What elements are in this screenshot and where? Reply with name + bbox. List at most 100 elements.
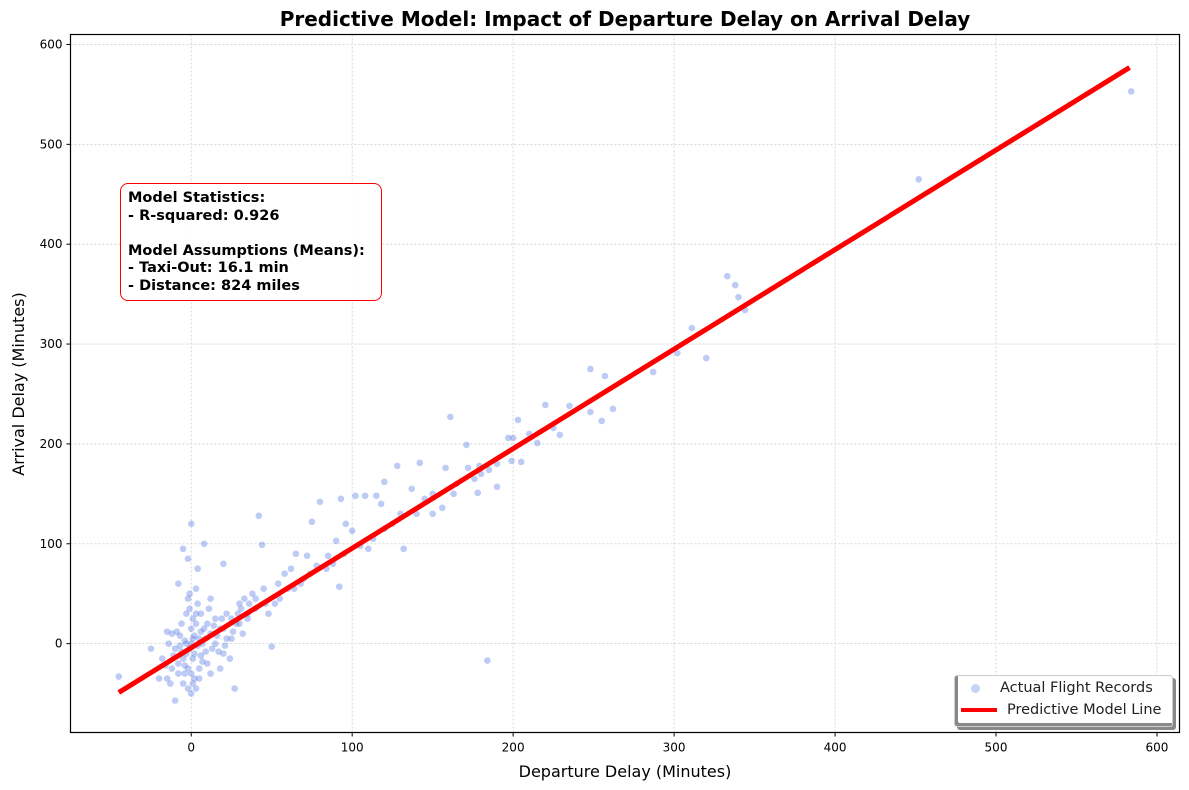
data-point [184, 685, 192, 692]
data-point [181, 662, 189, 669]
data-point [505, 434, 512, 442]
data-point [249, 590, 256, 597]
data-point [236, 600, 243, 607]
data-point [187, 670, 195, 677]
data-point [186, 590, 193, 597]
scatter-marker-icon [971, 683, 980, 693]
data-point [474, 489, 482, 497]
data-point [187, 690, 195, 697]
x-tick-label: 500 [985, 741, 1008, 755]
data-point [194, 600, 201, 607]
plot-frame [69, 33, 1181, 734]
data-point [191, 650, 198, 657]
data-point [155, 675, 163, 682]
data-point [191, 675, 198, 682]
y-tick-label: 600 [40, 37, 63, 51]
data-point [179, 655, 187, 662]
data-point [237, 605, 245, 612]
data-point [207, 670, 214, 677]
data-point [186, 605, 193, 612]
legend-label: Actual Flight Records [1000, 680, 1153, 696]
data-point [649, 368, 657, 376]
data-point [556, 431, 564, 439]
data-point [163, 675, 171, 682]
data-point [439, 504, 446, 512]
data-point [514, 416, 522, 424]
data-point [228, 635, 235, 642]
data-point [168, 665, 176, 672]
data-point [202, 648, 210, 655]
data-point [191, 632, 198, 639]
data-point [208, 645, 216, 652]
data-point [416, 459, 424, 467]
data-point [464, 464, 472, 472]
y-tick-label: 200 [40, 437, 63, 451]
data-point [485, 466, 493, 474]
data-point [1127, 88, 1135, 95]
data-point [195, 675, 203, 682]
data-point [176, 642, 184, 649]
chart-title: Predictive Model: Impact of Departure De… [280, 7, 971, 31]
stat-line: Model Assumptions (Means): [128, 242, 365, 259]
data-point [189, 635, 197, 642]
stat-line: - Distance: 824 miles [128, 277, 300, 294]
data-point [258, 541, 266, 549]
data-point [168, 630, 176, 637]
data-point [609, 405, 617, 413]
data-point [598, 417, 605, 425]
data-point [175, 670, 182, 677]
data-point [187, 625, 195, 632]
data-point [223, 610, 230, 617]
legend: Actual Flight Records Predictive Model L… [954, 675, 1173, 727]
data-point [688, 324, 696, 332]
x-tick-label: 0 [187, 741, 195, 755]
data-point [450, 490, 457, 498]
y-axis-label: Arrival Delay (Minutes) [9, 292, 28, 476]
data-point [361, 492, 369, 500]
data-point [241, 595, 248, 602]
data-point [236, 620, 243, 627]
x-tick-label: 400 [824, 741, 847, 755]
data-point [471, 475, 478, 483]
data-point [147, 645, 155, 652]
data-point [915, 175, 923, 183]
data-point [252, 595, 259, 602]
data-point [216, 665, 224, 672]
data-point [218, 615, 226, 622]
data-point [260, 585, 267, 593]
data-point [731, 281, 739, 289]
data-point [735, 293, 742, 301]
data-point [601, 372, 609, 380]
data-point [220, 560, 227, 568]
x-tick-label: 100 [341, 741, 364, 755]
stat-line: - R-squared: 0.926 [128, 207, 280, 224]
data-point [245, 600, 253, 607]
y-tick-label: 300 [40, 337, 63, 351]
data-point [244, 615, 251, 622]
y-tick-label: 0 [55, 637, 63, 651]
predictive-model-line [117, 65, 1131, 695]
data-point [393, 462, 401, 470]
x-axis-label: Departure Delay (Minutes) [519, 762, 732, 781]
data-point [189, 680, 197, 687]
legend-label: Predictive Model Line [1007, 702, 1162, 718]
data-point [192, 620, 200, 627]
y-tick-label: 400 [40, 237, 63, 251]
x-tick-label: 300 [663, 741, 686, 755]
data-point [533, 439, 541, 447]
data-point [542, 401, 549, 409]
data-point [204, 620, 211, 627]
data-point [324, 552, 332, 560]
data-point [195, 665, 203, 672]
data-point [204, 660, 211, 667]
x-tick-label: 600 [1146, 741, 1169, 755]
data-point [493, 483, 501, 491]
data-point [447, 413, 454, 421]
data-point [231, 685, 238, 692]
data-point [268, 643, 275, 650]
data-point [166, 680, 174, 687]
data-point [348, 527, 356, 535]
data-point [200, 540, 208, 548]
data-point [377, 500, 385, 508]
stat-line: - Taxi-Out: 16.1 min [128, 260, 289, 276]
